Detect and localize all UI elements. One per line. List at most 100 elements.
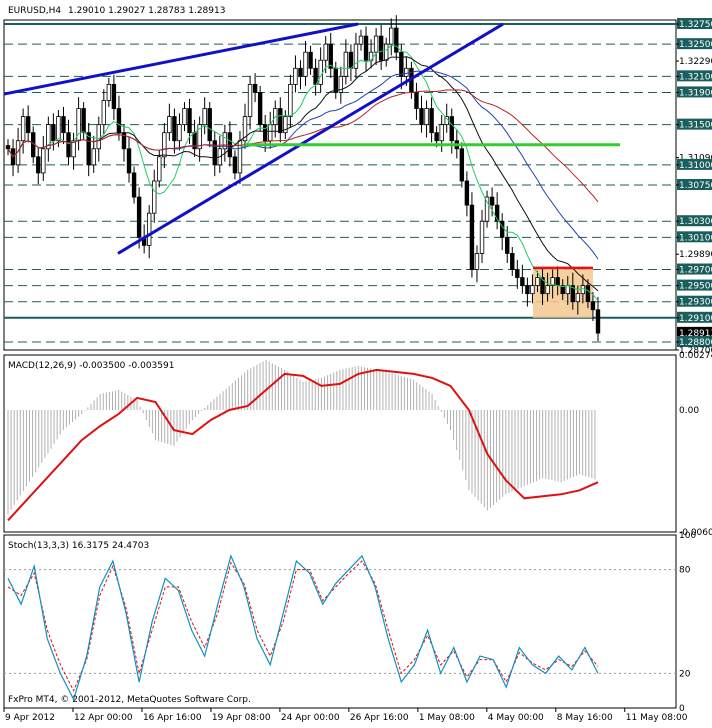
- macd-axis-label-0: 0.002740: [679, 351, 712, 361]
- candle-body-49: [252, 83, 258, 93]
- candle-body-28: [146, 212, 152, 246]
- candle-body-104: [530, 285, 535, 295]
- candle-body-111: [565, 285, 570, 295]
- price-axis-label-10: 1.30100: [679, 233, 712, 243]
- candle-body-36: [187, 108, 192, 134]
- price-axis-label-3: 1.32100: [679, 72, 712, 82]
- candle-body-39: [202, 108, 207, 126]
- candle-body-106: [540, 277, 545, 295]
- candle-body-75: [384, 43, 389, 61]
- candle-body-92: [469, 204, 475, 270]
- candle-body-93: [474, 253, 480, 270]
- macd-axis-label-1: 0.00: [679, 406, 699, 416]
- candle-body-116: [590, 301, 596, 311]
- candle-body-13: [71, 140, 76, 158]
- stoch-label: Stoch(13,3,3) 16.3175 24.4703: [8, 541, 149, 551]
- price-tag-bg-4: [677, 86, 712, 98]
- price-axis-label-0: 1.32750: [679, 20, 712, 30]
- candle-body-115: [585, 285, 591, 303]
- candle-body-26: [136, 196, 142, 238]
- candle-body-19: [101, 100, 107, 126]
- candle-body-45: [232, 156, 238, 174]
- candle-body-79: [404, 67, 409, 77]
- price-axis-label-6: 1.31090: [679, 154, 712, 164]
- candle-body-35: [182, 108, 187, 126]
- candle-body-11: [61, 116, 66, 134]
- stoch-panel-frame: [3, 534, 677, 709]
- candle-body-16: [86, 132, 91, 166]
- candle-body-22: [116, 108, 122, 134]
- candle-body-33: [172, 116, 177, 142]
- stoch-axis-label-2: 20: [679, 669, 691, 679]
- price-tag-bg-13: [677, 279, 712, 291]
- price-tag-bg-3: [677, 70, 712, 82]
- candle-body-76: [389, 27, 394, 45]
- symbol-label: EURUSD,H4: [8, 6, 61, 16]
- candle-body-65: [333, 67, 338, 93]
- candle-body-81: [414, 92, 419, 109]
- candle-body-105: [535, 277, 540, 287]
- candle-body-74: [378, 35, 384, 61]
- price-tag-bg-5: [677, 118, 712, 130]
- price-axis-label-12: 1.29700: [679, 266, 712, 276]
- candle-body-9: [51, 124, 56, 142]
- price-tag-bg-8: [677, 179, 712, 190]
- candle-body-38: [197, 124, 202, 150]
- price-tag-bg-10: [677, 231, 712, 243]
- candle-body-68: [348, 51, 354, 69]
- candle-body-60: [308, 51, 313, 69]
- candle-body-66: [338, 75, 344, 93]
- time-axis-label-6: 1 May 08:00: [419, 713, 475, 723]
- candle-body-4: [25, 116, 31, 134]
- copyright-label: FxPro MT4, © 2001-2012, MetaQuotes Softw…: [8, 695, 251, 705]
- candle-body-25: [131, 172, 137, 198]
- price-tag-bg-0: [677, 18, 712, 30]
- candle-body-113: [575, 293, 581, 303]
- candle-body-21: [111, 83, 117, 109]
- candle-body-52: [268, 124, 273, 142]
- candle-body-95: [484, 196, 490, 222]
- candle-body-67: [343, 51, 349, 77]
- price-tag-bg-9: [677, 215, 712, 227]
- macd-signal-line: [7, 368, 599, 522]
- candle-body-70: [358, 35, 364, 45]
- candle-body-64: [328, 43, 333, 69]
- candle-body-32: [167, 116, 172, 134]
- candle-body-43: [222, 132, 228, 150]
- candle-body-15: [81, 108, 86, 134]
- candle-body-101: [515, 269, 520, 278]
- price-axis-label-18: 1.28700: [679, 346, 712, 356]
- candle-body-117: [595, 309, 601, 334]
- candle-body-85: [434, 132, 439, 142]
- candle-body-88: [449, 116, 454, 142]
- price-axis-label-4: 1.31900: [679, 88, 712, 98]
- price-axis-label-1: 1.32500: [679, 40, 712, 50]
- macd-label: MACD(12,26,9) -0.003500 -0.003591: [8, 361, 174, 371]
- candle-body-61: [313, 67, 318, 85]
- price-axis-label-2: 1.32290: [679, 57, 712, 67]
- candle-body-20: [106, 83, 112, 101]
- stoch-signal-line: [7, 560, 599, 692]
- candle-body-55: [283, 116, 288, 134]
- ma-black-line: [7, 56, 599, 292]
- stoch-axis-label-1: 80: [679, 566, 691, 576]
- candle-body-86: [439, 124, 444, 142]
- price-axis-label-15: 1.29100: [679, 314, 712, 324]
- candle-body-34: [177, 124, 182, 142]
- candle-body-17: [91, 148, 96, 166]
- candle-body-63: [323, 43, 328, 61]
- price-tag-bg-7: [677, 158, 712, 170]
- candle-body-58: [298, 67, 303, 77]
- ma-slow-line: [7, 89, 599, 203]
- last-price-tag-bg: [677, 326, 712, 338]
- candle-body-73: [373, 35, 379, 53]
- candle-body-82: [419, 108, 424, 126]
- candle-body-110: [560, 285, 565, 295]
- candle-body-91: [464, 180, 470, 206]
- candle-body-84: [429, 108, 434, 134]
- time-axis-label-0: 9 Apr 2012: [5, 713, 55, 723]
- candle-body-8: [46, 124, 51, 150]
- candle-body-102: [520, 277, 525, 287]
- price-tag-bg-14: [677, 295, 712, 307]
